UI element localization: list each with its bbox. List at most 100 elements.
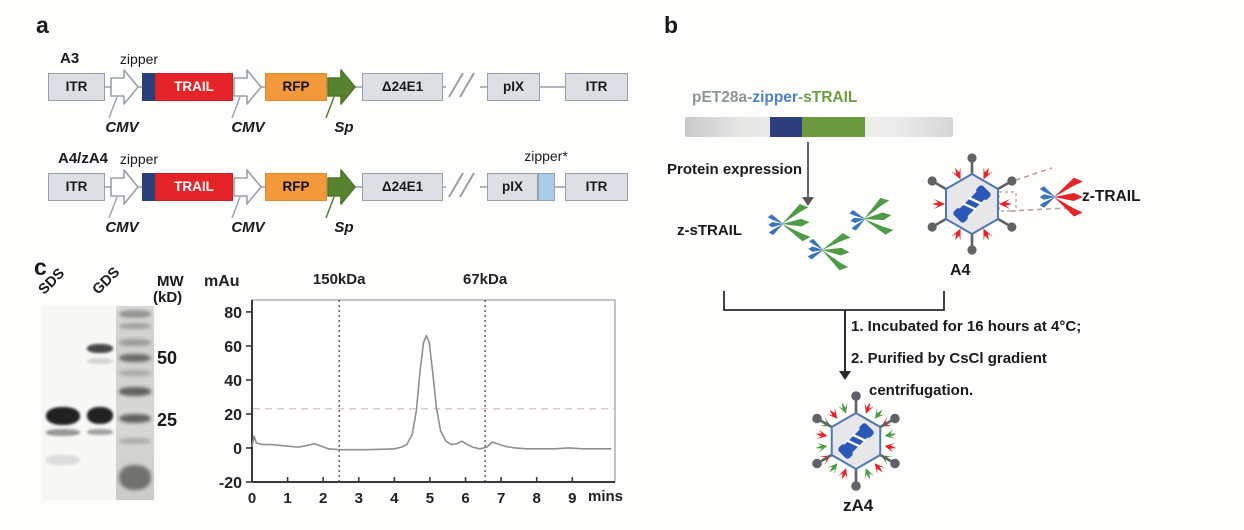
- d24e1-box: Δ24E1: [362, 73, 443, 101]
- sp-promoter-arrow-icon: [325, 69, 356, 119]
- plasmid-title-zipper: zipper: [752, 89, 798, 106]
- viral-dna-icon: [838, 423, 874, 459]
- a4-label: A4: [950, 262, 971, 279]
- sp-promoter-label: Sp: [334, 119, 354, 136]
- cmv-promoter-label: CMV: [231, 119, 265, 136]
- itr-box: ITR: [565, 173, 628, 201]
- absorbance-curve: [251, 334, 612, 451]
- y-tick-label: 80: [224, 305, 242, 322]
- break-slash-icon: [448, 72, 464, 98]
- dash: -: [747, 89, 753, 106]
- x-tick-label: 5: [426, 490, 434, 507]
- x-tick-label: 6: [461, 490, 469, 507]
- gel-band: [119, 323, 151, 330]
- x-tick-label: 2: [319, 490, 327, 507]
- zipper-label: zipper: [119, 151, 159, 167]
- z-strail-molecule-icon: [807, 233, 851, 271]
- construct-break-gap: [446, 83, 480, 91]
- y-tick-label: 0: [233, 441, 242, 458]
- gel-band: [87, 406, 113, 425]
- trail-box: TRAIL: [155, 173, 233, 201]
- callout-dash-line: [1006, 167, 1053, 184]
- itr-box: ITR: [48, 173, 105, 201]
- gel-band: [119, 387, 151, 397]
- plot-frame: [251, 299, 616, 483]
- pix-box: pIX: [487, 173, 538, 201]
- zipper-label: zipper: [119, 51, 159, 67]
- cmv-promoter-label: CMV: [231, 219, 265, 236]
- mw-marker-label: 67kDa: [463, 271, 508, 288]
- dash: -: [797, 89, 804, 106]
- za4-virus-icon: [812, 391, 900, 491]
- cmv-promoter-label: CMV: [105, 119, 139, 136]
- plasmid-zipper-segment: [770, 117, 802, 137]
- mw-unit-label: (kD): [153, 289, 183, 306]
- x-tick-label: 4: [390, 490, 399, 507]
- break-slash-icon: [448, 172, 464, 198]
- chromatogram-plot: 150kDa 67kDa 80 60 40 20 0 -20 0 1 2 3 4 5 6 7 8 9 mAu mins: [204, 271, 623, 507]
- x-tick-label: 0: [248, 490, 256, 507]
- sp-promoter-arrow-icon: [325, 169, 356, 219]
- zipper-star-box: [538, 173, 555, 201]
- break-slash-icon: [459, 172, 475, 198]
- mw-marker-50: 50: [157, 348, 178, 368]
- x-tick-label: 9: [568, 490, 576, 507]
- pix-box: pIX: [487, 73, 540, 101]
- gel-band: [119, 338, 151, 346]
- gel-band: [119, 437, 151, 444]
- cmv-promoter-label: CMV: [105, 219, 139, 236]
- sec-chromatogram: 150kDa 67kDa 80 60 40 20 0 -20 0 1 2 3 4 5 6 7 8 9 mAu mins: [190, 254, 660, 530]
- step-2-text: 2. Purified by CsCl gradient: [851, 350, 1047, 367]
- rfp-box: RFP: [265, 173, 327, 201]
- step-2-text-cont: centrifugation.: [869, 382, 974, 399]
- callout-dash-box: [998, 191, 1017, 212]
- y-axis-title: mAu: [204, 273, 240, 290]
- rfp-box: RFP: [265, 73, 327, 101]
- z-strail-molecule-icon: [849, 197, 894, 235]
- plasmid-bar: [685, 117, 953, 137]
- zipper-box: [142, 73, 155, 101]
- itr-box: ITR: [565, 73, 628, 101]
- cmv-promoter-arrow-icon: [108, 169, 139, 219]
- x-axis-title: mins: [588, 488, 623, 505]
- d24e1-box: Δ24E1: [362, 173, 443, 201]
- panel-a-label: a: [36, 12, 49, 38]
- gel-band: [87, 429, 113, 435]
- plasmid-title: pET28a-zipper-sTRAIL: [692, 89, 857, 107]
- gel-band: [119, 370, 151, 376]
- plasmid-title-vector: pET28a: [692, 89, 748, 106]
- a4-virus-icon: [927, 153, 1017, 255]
- za4-label: zA4: [843, 496, 874, 515]
- cmv-promoter-arrow-icon: [231, 69, 262, 119]
- sp-promoter-label: Sp: [334, 219, 354, 236]
- gel-band: [46, 455, 80, 466]
- plasmid-title-strail: sTRAIL: [803, 89, 858, 106]
- break-slash-icon: [459, 72, 475, 98]
- y-tick-label: 40: [224, 373, 242, 390]
- construct-name-a3: A3: [60, 50, 80, 67]
- y-tick-label: -20: [219, 475, 242, 492]
- z-trail-label: z-TRAIL: [1082, 188, 1141, 205]
- protein-expression-arrow-icon: [802, 142, 814, 206]
- cmv-promoter-arrow-icon: [231, 169, 262, 219]
- z-trail-molecule-icon: [1039, 177, 1083, 217]
- gel-band: [46, 429, 80, 436]
- z-strail-molecule-icon: [767, 204, 811, 242]
- zipper-star-label: zipper*: [524, 148, 568, 164]
- callout-dash-line: [1009, 207, 1067, 212]
- y-tick-label: 60: [224, 339, 242, 356]
- gel-image: [42, 306, 155, 500]
- gel-band: [46, 406, 80, 426]
- gel-band: [87, 343, 113, 353]
- mw-marker-25: 25: [157, 410, 178, 430]
- incubation-arrow-icon: [839, 310, 851, 380]
- step-1-text: 1. Incubated for 16 hours at 4°C;: [851, 318, 1082, 335]
- protein-expression-label: Protein expression: [667, 161, 803, 178]
- panel-b-label: b: [664, 12, 679, 38]
- mw-label: MW: [157, 273, 184, 290]
- gel-band: [119, 413, 151, 424]
- plasmid-strail-segment: [802, 117, 865, 137]
- combine-bracket: [723, 291, 945, 311]
